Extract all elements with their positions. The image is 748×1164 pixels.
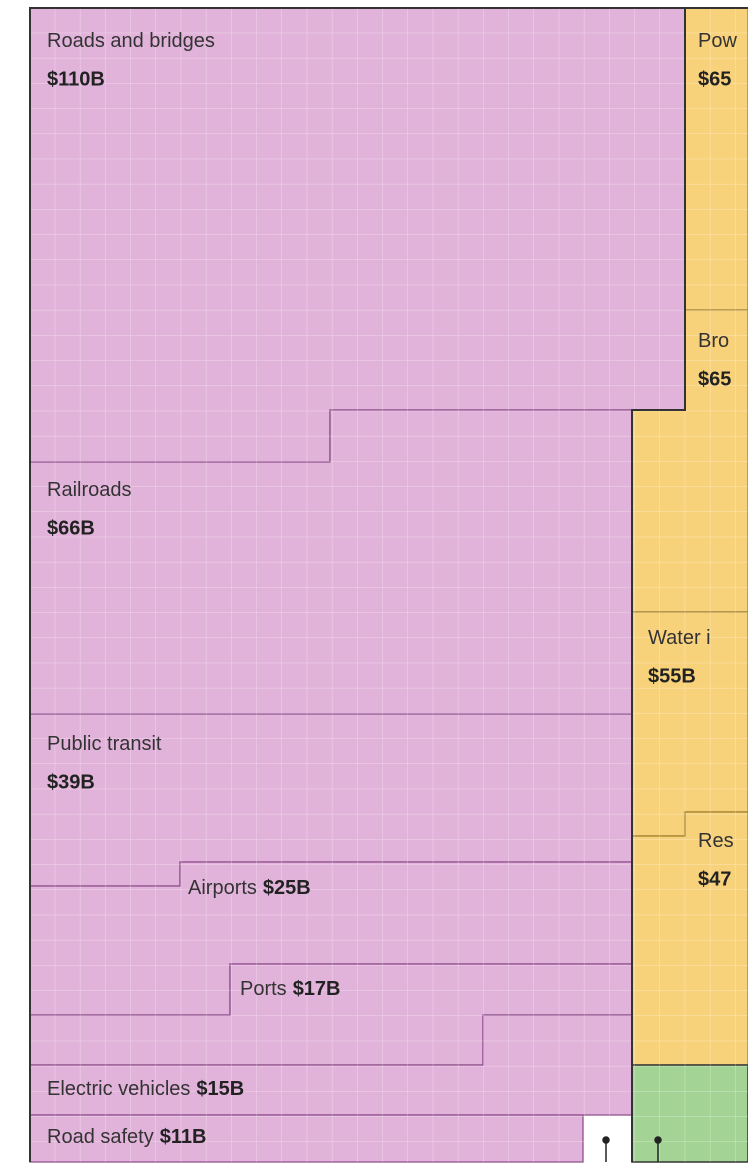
pins xyxy=(602,1136,662,1162)
category-name: Public transit xyxy=(47,733,162,755)
category-name: Ports xyxy=(240,978,287,1000)
value-label: $15B xyxy=(196,1078,244,1100)
region-label: Pow xyxy=(698,30,737,52)
value-label: $66B xyxy=(47,517,95,539)
region-label: Road safety $11B xyxy=(47,1126,206,1148)
value-label: $65 xyxy=(698,68,731,90)
value-label: $110B xyxy=(47,68,105,90)
grid-overlay xyxy=(30,8,748,1162)
category-name: Bro xyxy=(698,330,729,352)
category-name: Electric vehicles xyxy=(47,1078,190,1100)
region-label: Railroads xyxy=(47,479,131,501)
labels: Roads and bridges $110B Railroads $66B Publi… xyxy=(47,30,737,1148)
category-name: Pow xyxy=(698,30,737,52)
region-label: Bro xyxy=(698,330,729,352)
value-label: $39B xyxy=(47,771,95,793)
region-label: Ports $17B xyxy=(240,978,341,1000)
category-name: Road safety xyxy=(47,1126,154,1148)
value-label: $47 xyxy=(698,868,731,890)
category-name: Railroads xyxy=(47,479,131,501)
category-name: Airports xyxy=(188,877,257,899)
region-label: Water i xyxy=(648,627,711,649)
value-label: $55B xyxy=(648,665,696,687)
value-label: $17B xyxy=(293,978,341,1000)
pin-head xyxy=(654,1136,662,1144)
value-label: $25B xyxy=(263,877,311,899)
region-label: Public transit xyxy=(47,733,162,755)
category-name: Roads and bridges xyxy=(47,30,215,52)
region-label: Airports $25B xyxy=(188,877,311,899)
region-label: Electric vehicles $15B xyxy=(47,1078,244,1100)
group-border xyxy=(29,7,748,1162)
category-name: Water i xyxy=(648,627,711,649)
region-label: Roads and bridges xyxy=(47,30,215,52)
region-label: Res xyxy=(698,830,734,852)
value-label: $11B xyxy=(160,1126,207,1148)
category-name: Res xyxy=(698,830,734,852)
pin-head xyxy=(602,1136,610,1144)
value-label: $65 xyxy=(698,368,731,390)
